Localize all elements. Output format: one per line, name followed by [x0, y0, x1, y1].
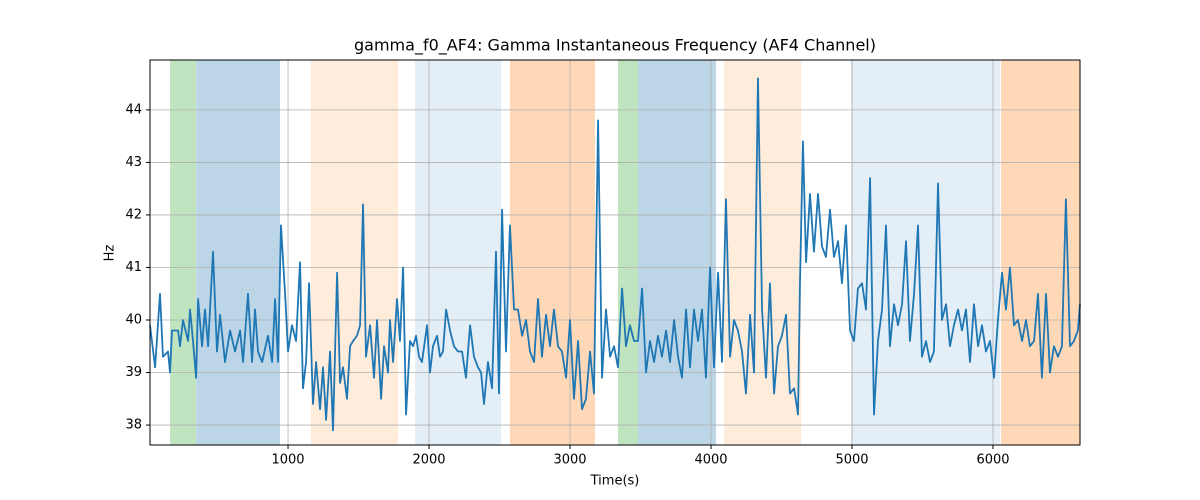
x-axis-label: Time(s): [590, 474, 640, 489]
highlight-span: [637, 60, 716, 445]
x-tick-label: 2000: [412, 453, 445, 468]
highlight-span: [311, 60, 399, 445]
y-tick-label: 44: [125, 102, 142, 117]
x-tick-label: 3000: [553, 453, 586, 468]
chart-title: gamma_f0_AF4: Gamma Instantaneous Freque…: [354, 36, 876, 56]
data-line: [149, 77, 1081, 432]
x-tick-label: 5000: [835, 453, 868, 468]
highlight-span: [170, 60, 197, 445]
highlight-span: [415, 60, 502, 445]
y-tick-label: 39: [125, 365, 142, 380]
x-tick-label: 1000: [271, 453, 304, 468]
y-axis-label: Hz: [103, 245, 118, 262]
plot-frame: [149, 59, 1081, 446]
highlight-span: [723, 60, 801, 445]
highlight-span: [509, 60, 595, 445]
y-tick-label: 40: [125, 312, 142, 327]
highlight-span: [196, 60, 280, 445]
y-tick-label: 41: [125, 260, 142, 275]
y-tick-label: 43: [125, 155, 142, 170]
y-tick-label: 42: [125, 207, 142, 222]
highlight-span: [617, 60, 638, 445]
x-tick-label: 6000: [976, 453, 1009, 468]
x-tick-label: 4000: [694, 453, 727, 468]
y-tick-label: 38: [125, 418, 142, 433]
